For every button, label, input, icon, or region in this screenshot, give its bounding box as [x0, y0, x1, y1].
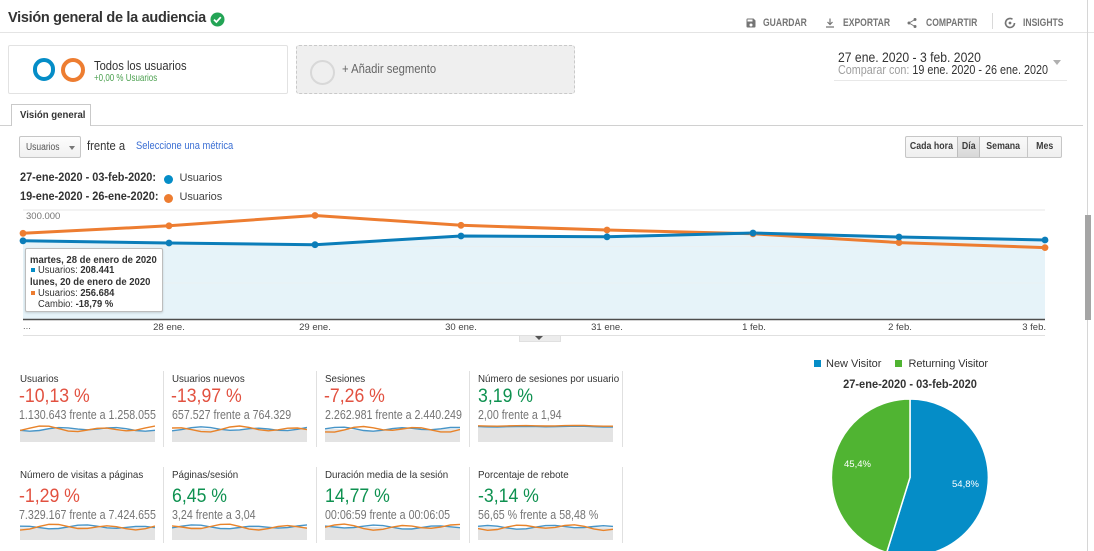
- svg-text:45,4%: 45,4%: [844, 459, 871, 470]
- svg-text:54,8%: 54,8%: [952, 479, 979, 490]
